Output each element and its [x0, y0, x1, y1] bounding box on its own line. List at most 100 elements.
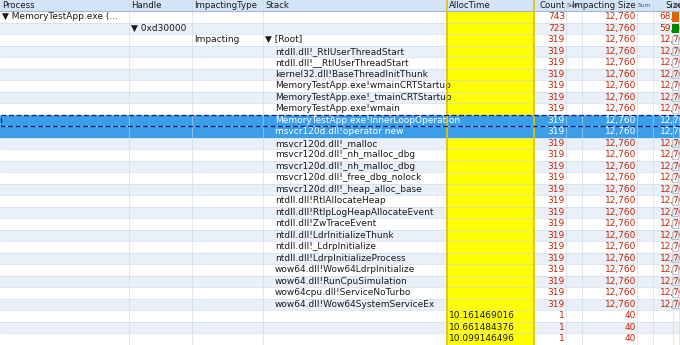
Bar	[447, 69, 534, 80]
Text: 743: 743	[548, 12, 565, 21]
Bar	[447, 276, 534, 287]
Text: 12,760: 12,760	[605, 173, 636, 182]
Bar	[447, 241, 534, 253]
Bar	[0, 160, 680, 172]
Text: 12,760: 12,760	[660, 185, 680, 194]
Text: 319: 319	[548, 47, 565, 56]
Text: 723: 723	[548, 24, 565, 33]
Text: Handle: Handle	[131, 1, 162, 10]
Bar	[0, 149, 680, 160]
Text: Count: Count	[539, 1, 565, 10]
Bar	[447, 91, 534, 103]
Bar	[672, 220, 678, 227]
Text: 12,760: 12,760	[605, 35, 636, 44]
Text: 319: 319	[548, 219, 565, 228]
Text: ntdll.dll!_RtlUserThreadStart: ntdll.dll!_RtlUserThreadStart	[275, 47, 404, 56]
Text: msvcr120d.dll!operator new: msvcr120d.dll!operator new	[275, 127, 403, 136]
Bar	[0, 22, 680, 34]
Bar	[447, 22, 534, 34]
Text: 12,760: 12,760	[605, 208, 636, 217]
Bar	[672, 59, 678, 67]
Bar	[447, 160, 534, 172]
Text: 59,307: 59,307	[660, 24, 680, 33]
Text: 12,760: 12,760	[660, 300, 680, 309]
Text: 12,760: 12,760	[605, 300, 636, 309]
Text: 319: 319	[548, 162, 565, 171]
Bar	[672, 162, 678, 170]
Bar	[0, 80, 680, 91]
Text: 319: 319	[548, 231, 565, 240]
Text: Impacting: Impacting	[194, 35, 239, 44]
Text: 1: 1	[559, 311, 565, 320]
Text: 12,760: 12,760	[660, 162, 680, 171]
Text: msvcr120d.dll!_nh_malloc_dbg: msvcr120d.dll!_nh_malloc_dbg	[275, 162, 415, 171]
Bar	[672, 277, 678, 285]
Text: msvcr120d.dll!_malloc: msvcr120d.dll!_malloc	[275, 139, 377, 148]
Text: Stack: Stack	[265, 1, 289, 10]
Bar	[0, 115, 680, 126]
Text: 12,760: 12,760	[605, 254, 636, 263]
Bar	[447, 310, 534, 322]
Bar	[0, 34, 680, 46]
Bar	[672, 70, 678, 78]
Bar	[447, 253, 534, 264]
Bar	[672, 23, 679, 33]
Text: msvcr120d.dll!_heap_alloc_base: msvcr120d.dll!_heap_alloc_base	[275, 185, 422, 194]
Text: 319: 319	[548, 81, 565, 90]
Bar	[447, 287, 534, 298]
Bar	[0, 138, 680, 149]
Text: ntdll.dll!RtlpLogHeapAllocateEvent: ntdll.dll!RtlpLogHeapAllocateEvent	[275, 208, 434, 217]
Bar	[0, 103, 680, 115]
Text: 12,760: 12,760	[605, 288, 636, 297]
Text: 319: 319	[548, 208, 565, 217]
Bar	[0, 333, 680, 345]
Bar	[0, 218, 680, 229]
Text: 319: 319	[548, 277, 565, 286]
Text: wow64.dll!RunCpuSimulation: wow64.dll!RunCpuSimulation	[275, 277, 408, 286]
Bar	[1, 115, 679, 126]
Bar	[672, 266, 678, 274]
Text: 40: 40	[625, 334, 636, 343]
Bar	[447, 11, 534, 22]
Text: 319: 319	[548, 265, 565, 274]
Text: 12,760: 12,760	[605, 162, 636, 171]
Text: Sum: Sum	[638, 3, 651, 8]
Bar	[447, 322, 534, 333]
Bar	[0, 264, 680, 276]
Text: 319: 319	[548, 93, 565, 102]
Text: 40: 40	[625, 323, 636, 332]
Text: 12,760: 12,760	[660, 219, 680, 228]
Text: ▼ [Root]: ▼ [Root]	[265, 35, 302, 44]
Bar	[0, 46, 680, 57]
Text: 68,053: 68,053	[660, 12, 680, 21]
Text: 12,760: 12,760	[605, 116, 636, 125]
Bar	[672, 36, 678, 43]
Text: 12,760: 12,760	[660, 150, 680, 159]
Text: Size: Size	[665, 1, 680, 10]
Bar	[672, 93, 678, 101]
Text: 12,760: 12,760	[605, 231, 636, 240]
Bar	[672, 139, 678, 147]
Text: 12,760: 12,760	[605, 104, 636, 113]
Text: 319: 319	[548, 173, 565, 182]
Text: 319: 319	[548, 150, 565, 159]
Text: 12,760: 12,760	[605, 265, 636, 274]
Text: 319: 319	[548, 288, 565, 297]
Text: MemoryTestApp.exe!_tmainCRTStartup: MemoryTestApp.exe!_tmainCRTStartup	[275, 93, 452, 102]
Text: 12,760: 12,760	[660, 288, 680, 297]
Bar	[0, 207, 680, 218]
Bar	[672, 82, 678, 89]
Text: ▼ MemoryTestApp.exe (...: ▼ MemoryTestApp.exe (...	[2, 12, 118, 21]
Bar	[447, 298, 534, 310]
Text: wow64.dll!Wow64LdrpInitialize: wow64.dll!Wow64LdrpInitialize	[275, 265, 415, 274]
Bar	[672, 300, 678, 308]
Bar	[672, 255, 678, 262]
Text: 12,760: 12,760	[605, 185, 636, 194]
Bar	[0, 57, 680, 69]
Bar	[672, 208, 678, 216]
Bar	[447, 184, 534, 195]
Bar	[447, 46, 534, 57]
Text: Sum: Sum	[674, 3, 680, 8]
Text: 12,760: 12,760	[660, 35, 680, 44]
Bar	[447, 207, 534, 218]
